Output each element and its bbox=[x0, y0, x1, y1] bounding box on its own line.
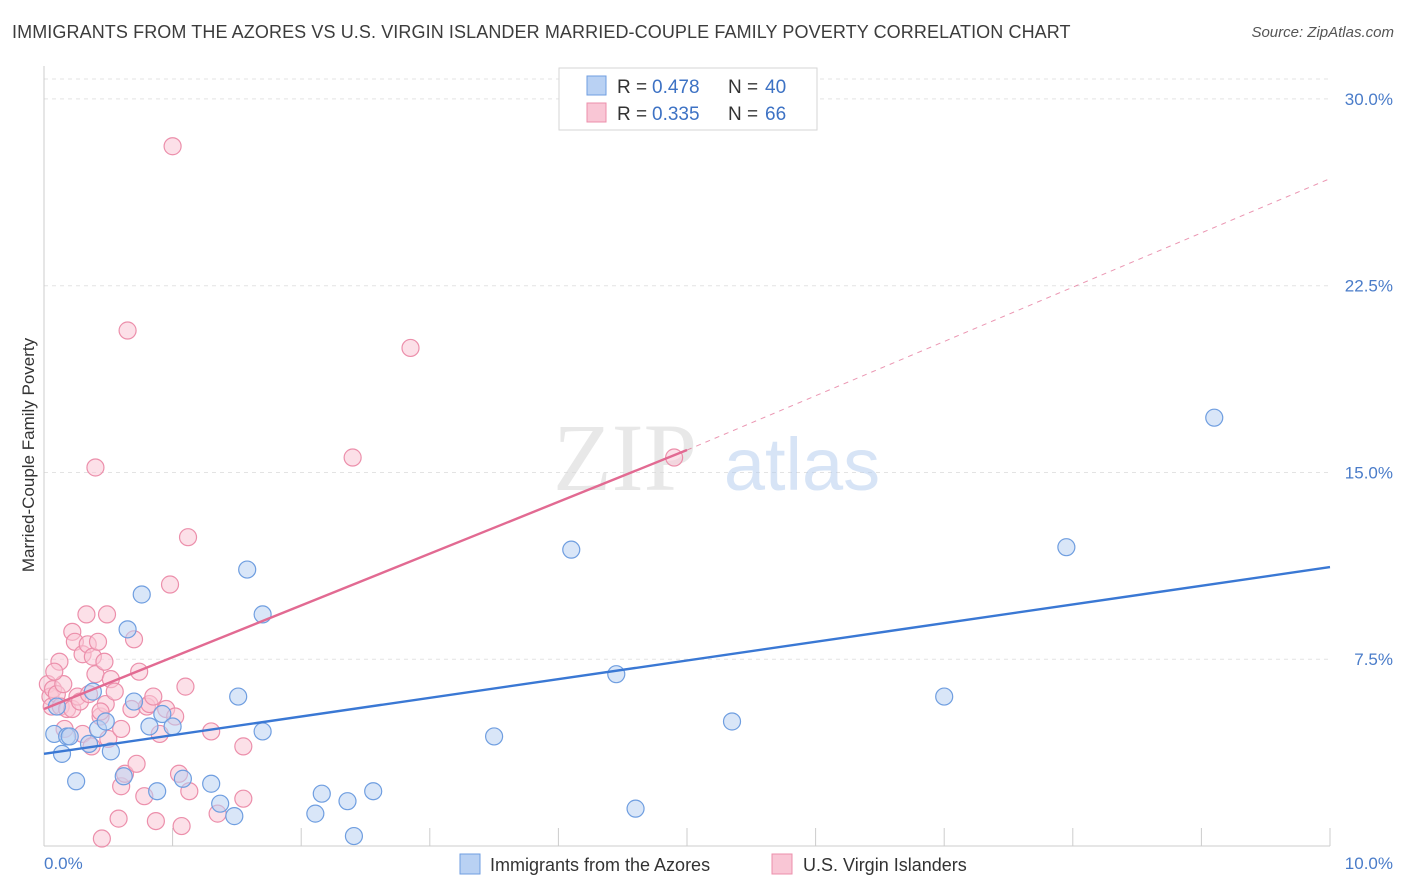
virgin-islanders-point-58 bbox=[234, 737, 253, 756]
legend-n-value-azores: 40 bbox=[765, 77, 786, 98]
top-legend: R = 0.478 N = 40 R = 0.335 N = 66 bbox=[558, 67, 818, 131]
azores-point-36 bbox=[1057, 538, 1076, 557]
trendlines bbox=[43, 178, 1331, 756]
azores-point-19 bbox=[211, 794, 230, 813]
azores-point-25 bbox=[306, 804, 325, 823]
gridlines bbox=[44, 78, 1330, 660]
x-tick-label-1: 10.0% bbox=[1345, 854, 1393, 873]
virgin-islanders-point-22 bbox=[86, 458, 105, 477]
y-tick-label-3: 30.0% bbox=[1345, 90, 1393, 109]
virgin-islanders-point-63 bbox=[45, 662, 64, 681]
azores-point-18 bbox=[202, 774, 221, 793]
virgin-islanders-point-36 bbox=[118, 321, 137, 340]
virgin-islanders-point-45 bbox=[146, 811, 165, 831]
trendline-0 bbox=[43, 565, 1331, 756]
azores-point-39 bbox=[60, 727, 79, 746]
azores-point-26 bbox=[312, 784, 331, 803]
y-axis-label: Married-Couple Family Poverty bbox=[19, 337, 38, 572]
legend-n-value-virgin-islanders: 66 bbox=[765, 104, 786, 125]
virgin-islanders-point-61 bbox=[401, 338, 420, 358]
legend-r-label-virgin-islanders: R = bbox=[617, 104, 647, 125]
virgin-islanders-point-7 bbox=[54, 675, 73, 694]
virgin-islanders-point-32 bbox=[109, 809, 128, 828]
watermark-atlas: atlas bbox=[724, 423, 880, 506]
azores-point-1 bbox=[52, 744, 72, 763]
virgin-islanders-point-28 bbox=[97, 605, 117, 624]
virgin-islanders-point-59 bbox=[234, 789, 253, 808]
virgin-islanders-point-60 bbox=[343, 448, 362, 467]
axes bbox=[43, 66, 1331, 847]
azores-point-10 bbox=[118, 620, 137, 639]
virgin-islanders-point-16 bbox=[77, 605, 96, 624]
legend-swatch-azores bbox=[586, 75, 607, 96]
bottom-legend: Immigrants from the Azores U.S. Virgin I… bbox=[459, 853, 967, 875]
source-label: Source: ZipAtlas.com bbox=[1251, 24, 1394, 41]
azores-point-15 bbox=[153, 704, 172, 724]
legend-r-value-azores: 0.478 bbox=[652, 77, 700, 98]
legend-r-label-azores: R = bbox=[617, 77, 647, 98]
azores-point-30 bbox=[485, 727, 504, 746]
legend-swatch-virgin-islanders bbox=[586, 102, 607, 123]
azores-point-9 bbox=[114, 767, 133, 786]
azores-point-21 bbox=[229, 687, 248, 706]
series-us-virgin-islanders-points bbox=[38, 137, 684, 848]
azores-point-22 bbox=[238, 560, 257, 579]
virgin-islanders-point-31 bbox=[105, 682, 124, 701]
virgin-islanders-point-48 bbox=[160, 575, 180, 594]
bottom-legend-label-virgin-islanders: U.S. Virgin Islanders bbox=[803, 855, 967, 875]
azores-point-35 bbox=[935, 687, 954, 706]
azores-point-37 bbox=[1205, 408, 1224, 427]
virgin-islanders-point-53 bbox=[176, 677, 195, 696]
azores-point-3 bbox=[67, 772, 86, 791]
azores-point-7 bbox=[96, 712, 115, 731]
azores-point-12 bbox=[132, 585, 151, 604]
bottom-legend-label-azores: Immigrants from the Azores bbox=[490, 855, 710, 875]
azores-point-20 bbox=[225, 807, 244, 826]
azores-point-27 bbox=[338, 792, 357, 811]
virgin-islanders-point-49 bbox=[163, 137, 182, 156]
legend-n-label-virgin-islanders: N = bbox=[728, 104, 758, 125]
virgin-islanders-point-39 bbox=[127, 754, 146, 773]
virgin-islanders-point-25 bbox=[92, 829, 111, 848]
azores-point-28 bbox=[344, 826, 364, 846]
trendline-2 bbox=[686, 178, 1331, 451]
y-tick-label-1: 15.0% bbox=[1345, 463, 1393, 482]
y-tick-label-0: 7.5% bbox=[1354, 650, 1393, 669]
x-tick-label-0: 0.0% bbox=[44, 854, 83, 873]
series-azores-points bbox=[45, 408, 1224, 846]
azores-point-33 bbox=[626, 799, 645, 818]
virgin-islanders-point-23 bbox=[88, 632, 108, 651]
azores-point-23 bbox=[253, 722, 272, 741]
virgin-islanders-point-34 bbox=[112, 719, 131, 739]
y-tick-label-2: 22.5% bbox=[1345, 277, 1393, 296]
azores-point-17 bbox=[173, 769, 192, 788]
legend-r-value-virgin-islanders: 0.335 bbox=[652, 104, 700, 125]
chart-title: IMMIGRANTS FROM THE AZORES VS U.S. VIRGI… bbox=[12, 22, 1071, 42]
azores-point-16 bbox=[163, 717, 182, 736]
legend-n-label-azores: N = bbox=[728, 77, 758, 98]
azores-point-32 bbox=[607, 665, 626, 684]
azores-point-34 bbox=[722, 712, 742, 731]
azores-point-11 bbox=[124, 692, 144, 711]
azores-point-29 bbox=[364, 782, 383, 801]
trendline-1 bbox=[43, 448, 688, 711]
y-tick-labels: 7.5% 15.0% 22.5% 30.0% bbox=[1345, 90, 1393, 669]
azores-point-14 bbox=[148, 782, 167, 801]
virgin-islanders-point-54 bbox=[178, 528, 198, 547]
bottom-legend-swatch-virgin-islanders bbox=[771, 853, 793, 875]
virgin-islanders-point-26 bbox=[95, 652, 114, 671]
virgin-islanders-point-44 bbox=[144, 687, 163, 706]
azores-point-13 bbox=[140, 717, 159, 736]
azores-point-4 bbox=[79, 734, 99, 753]
azores-point-8 bbox=[101, 742, 120, 761]
x-tick-labels: 0.0% 10.0% bbox=[44, 854, 1393, 873]
virgin-islanders-point-52 bbox=[172, 816, 191, 836]
azores-point-31 bbox=[562, 540, 581, 559]
bottom-legend-swatch-azores bbox=[459, 853, 481, 875]
